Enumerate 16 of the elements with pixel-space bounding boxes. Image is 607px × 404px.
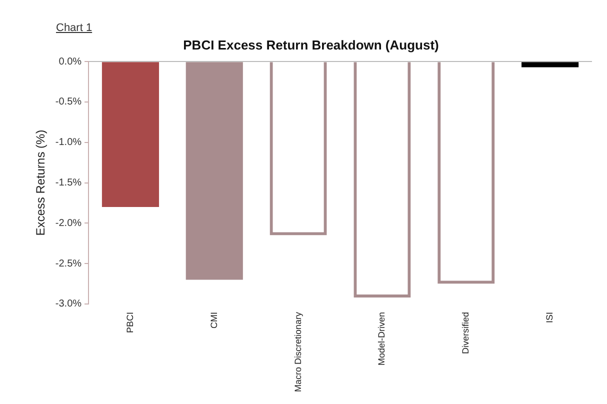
y-tick-label: -3.0% (55, 298, 82, 310)
y-tick-label: -1.0% (55, 137, 82, 148)
y-tick-label: -1.5% (55, 178, 82, 189)
y-tick-label: -2.5% (55, 258, 82, 270)
x-tick-label: PBCI (124, 312, 135, 333)
caption: Chart 1 (56, 22, 92, 34)
x-tick-label: Model-Driven (376, 312, 387, 366)
y-tick-label: -0.5% (55, 96, 82, 108)
chart-title: PBCI Excess Return Breakdown (August) (183, 37, 439, 52)
x-tick-label: Macro Discretionary (292, 311, 303, 392)
y-tick-label: 0.0% (58, 56, 82, 68)
y-axis-title: Excess Returns (%) (34, 130, 48, 236)
x-tick-label: CMI (208, 312, 219, 328)
x-tick-label: Diversified (460, 312, 471, 354)
y-tick-label: -2.0% (55, 218, 82, 229)
x-tick-label: ISI (544, 312, 555, 323)
